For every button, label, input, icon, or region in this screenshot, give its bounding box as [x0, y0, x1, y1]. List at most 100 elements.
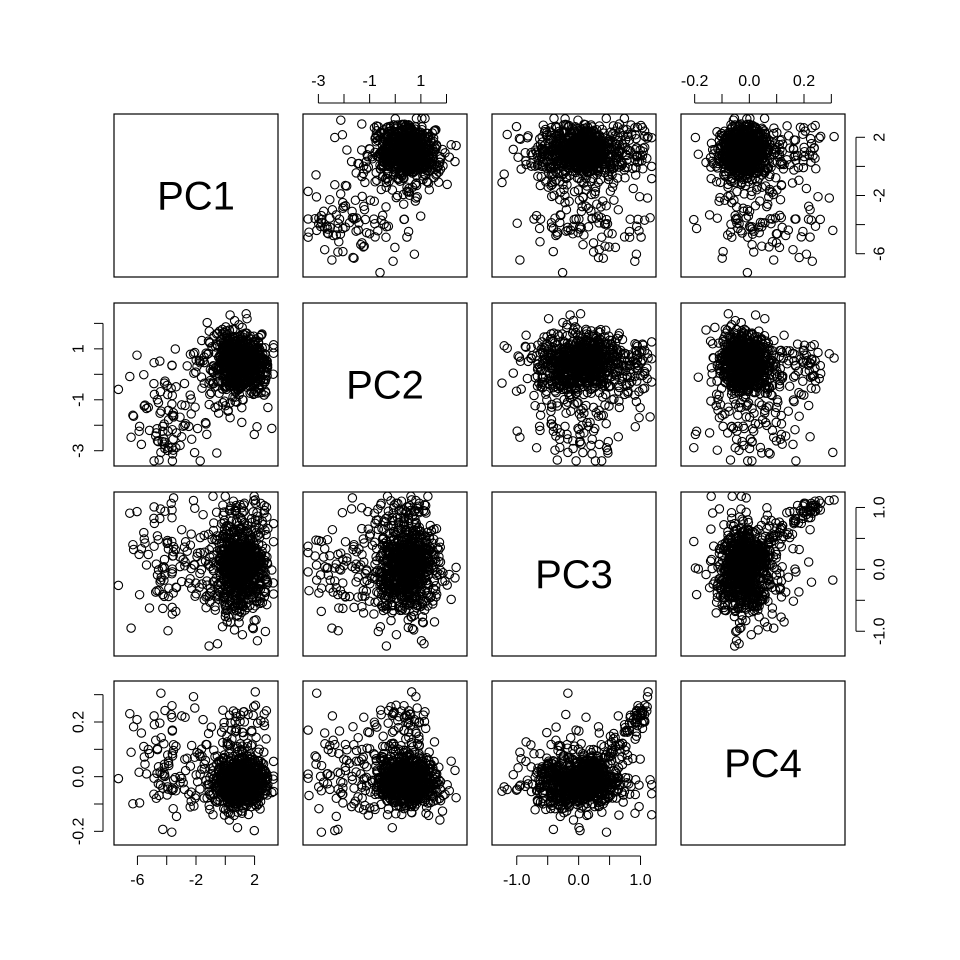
- data-point: [614, 402, 625, 413]
- data-point: [356, 239, 366, 250]
- data-point: [388, 256, 398, 267]
- panel-PC1-vs-PC2: [302, 113, 468, 278]
- data-point: [393, 162, 404, 172]
- data-point: [624, 226, 635, 237]
- data-point: [361, 156, 372, 167]
- data-point: [725, 455, 736, 465]
- data-point: [593, 252, 604, 263]
- data-point: [370, 218, 380, 229]
- data-point: [349, 253, 359, 263]
- data-point: [362, 150, 372, 160]
- data-point: [635, 402, 645, 413]
- data-point: [533, 171, 543, 182]
- data-point: [693, 149, 704, 160]
- data-point: [320, 222, 330, 233]
- data-point: [613, 205, 624, 215]
- data-point: [750, 310, 761, 320]
- data-point: [634, 412, 644, 423]
- panel-frame: [302, 113, 468, 278]
- data-point: [588, 238, 599, 248]
- data-point: [706, 377, 716, 387]
- scatter-points: [689, 113, 839, 278]
- data-point: [325, 222, 336, 233]
- data-point: [590, 456, 601, 466]
- panel-PC1-vs-PC3: [491, 113, 657, 278]
- data-point: [195, 456, 205, 466]
- data-point: [535, 410, 546, 420]
- data-point: [392, 132, 402, 142]
- data-point: [508, 144, 519, 155]
- data-point: [578, 239, 588, 250]
- data-point: [381, 232, 391, 243]
- data-point: [586, 440, 596, 451]
- data-point: [212, 448, 222, 458]
- data-point: [125, 371, 135, 382]
- data-point: [794, 387, 804, 398]
- data-point: [154, 455, 164, 465]
- data-point: [798, 226, 808, 237]
- data-point: [549, 113, 559, 124]
- data-point: [401, 139, 411, 149]
- data-point: [450, 156, 460, 167]
- data-point: [197, 383, 207, 393]
- data-point: [550, 445, 560, 455]
- data-point: [407, 182, 418, 193]
- data-point: [333, 223, 343, 234]
- data-point: [712, 445, 723, 455]
- data-point: [421, 165, 432, 176]
- data-point: [424, 143, 435, 153]
- data-point: [318, 206, 329, 217]
- data-point: [350, 195, 361, 206]
- data-point: [645, 213, 655, 223]
- data-point: [369, 123, 380, 133]
- data-point: [132, 350, 142, 360]
- data-point: [446, 140, 456, 150]
- data-point: [420, 113, 430, 124]
- data-point: [415, 211, 426, 221]
- data-point: [497, 378, 507, 388]
- data-point: [303, 214, 313, 224]
- data-point: [325, 194, 335, 205]
- data-point: [134, 426, 144, 437]
- data-point: [139, 369, 149, 380]
- data-point: [327, 255, 337, 265]
- data-point: [630, 422, 641, 432]
- data-point: [358, 161, 369, 171]
- data-point: [338, 223, 348, 234]
- data-point: [356, 145, 367, 155]
- data-point: [267, 423, 277, 434]
- data-point: [782, 121, 792, 131]
- panel-PC2-vs-PC4: [680, 302, 846, 467]
- variable-label-pc1: PC1: [157, 175, 235, 219]
- data-point: [381, 202, 391, 212]
- data-point: [421, 176, 432, 187]
- data-point: [499, 169, 509, 179]
- data-point: [768, 255, 779, 265]
- data-point: [796, 232, 807, 242]
- data-point: [712, 213, 723, 223]
- data-point: [766, 218, 776, 229]
- data-point: [171, 382, 181, 392]
- data-point: [397, 119, 407, 130]
- data-point: [609, 195, 619, 205]
- data-point: [801, 183, 812, 194]
- data-point: [405, 157, 416, 168]
- data-point: [167, 360, 177, 371]
- data-point: [828, 225, 838, 236]
- data-point: [555, 442, 565, 453]
- data-point: [502, 129, 512, 140]
- panel-frame: [491, 113, 657, 278]
- data-point: [333, 247, 343, 257]
- data-point: [383, 221, 394, 232]
- data-point: [557, 267, 568, 278]
- data-point: [829, 131, 839, 142]
- data-point: [628, 183, 639, 194]
- data-point: [409, 249, 420, 259]
- data-point: [338, 203, 348, 214]
- data-point: [619, 232, 630, 242]
- data-point: [389, 122, 399, 132]
- data-point: [342, 145, 352, 155]
- data-point: [351, 226, 361, 236]
- data-point: [516, 164, 526, 174]
- data-point: [508, 368, 519, 378]
